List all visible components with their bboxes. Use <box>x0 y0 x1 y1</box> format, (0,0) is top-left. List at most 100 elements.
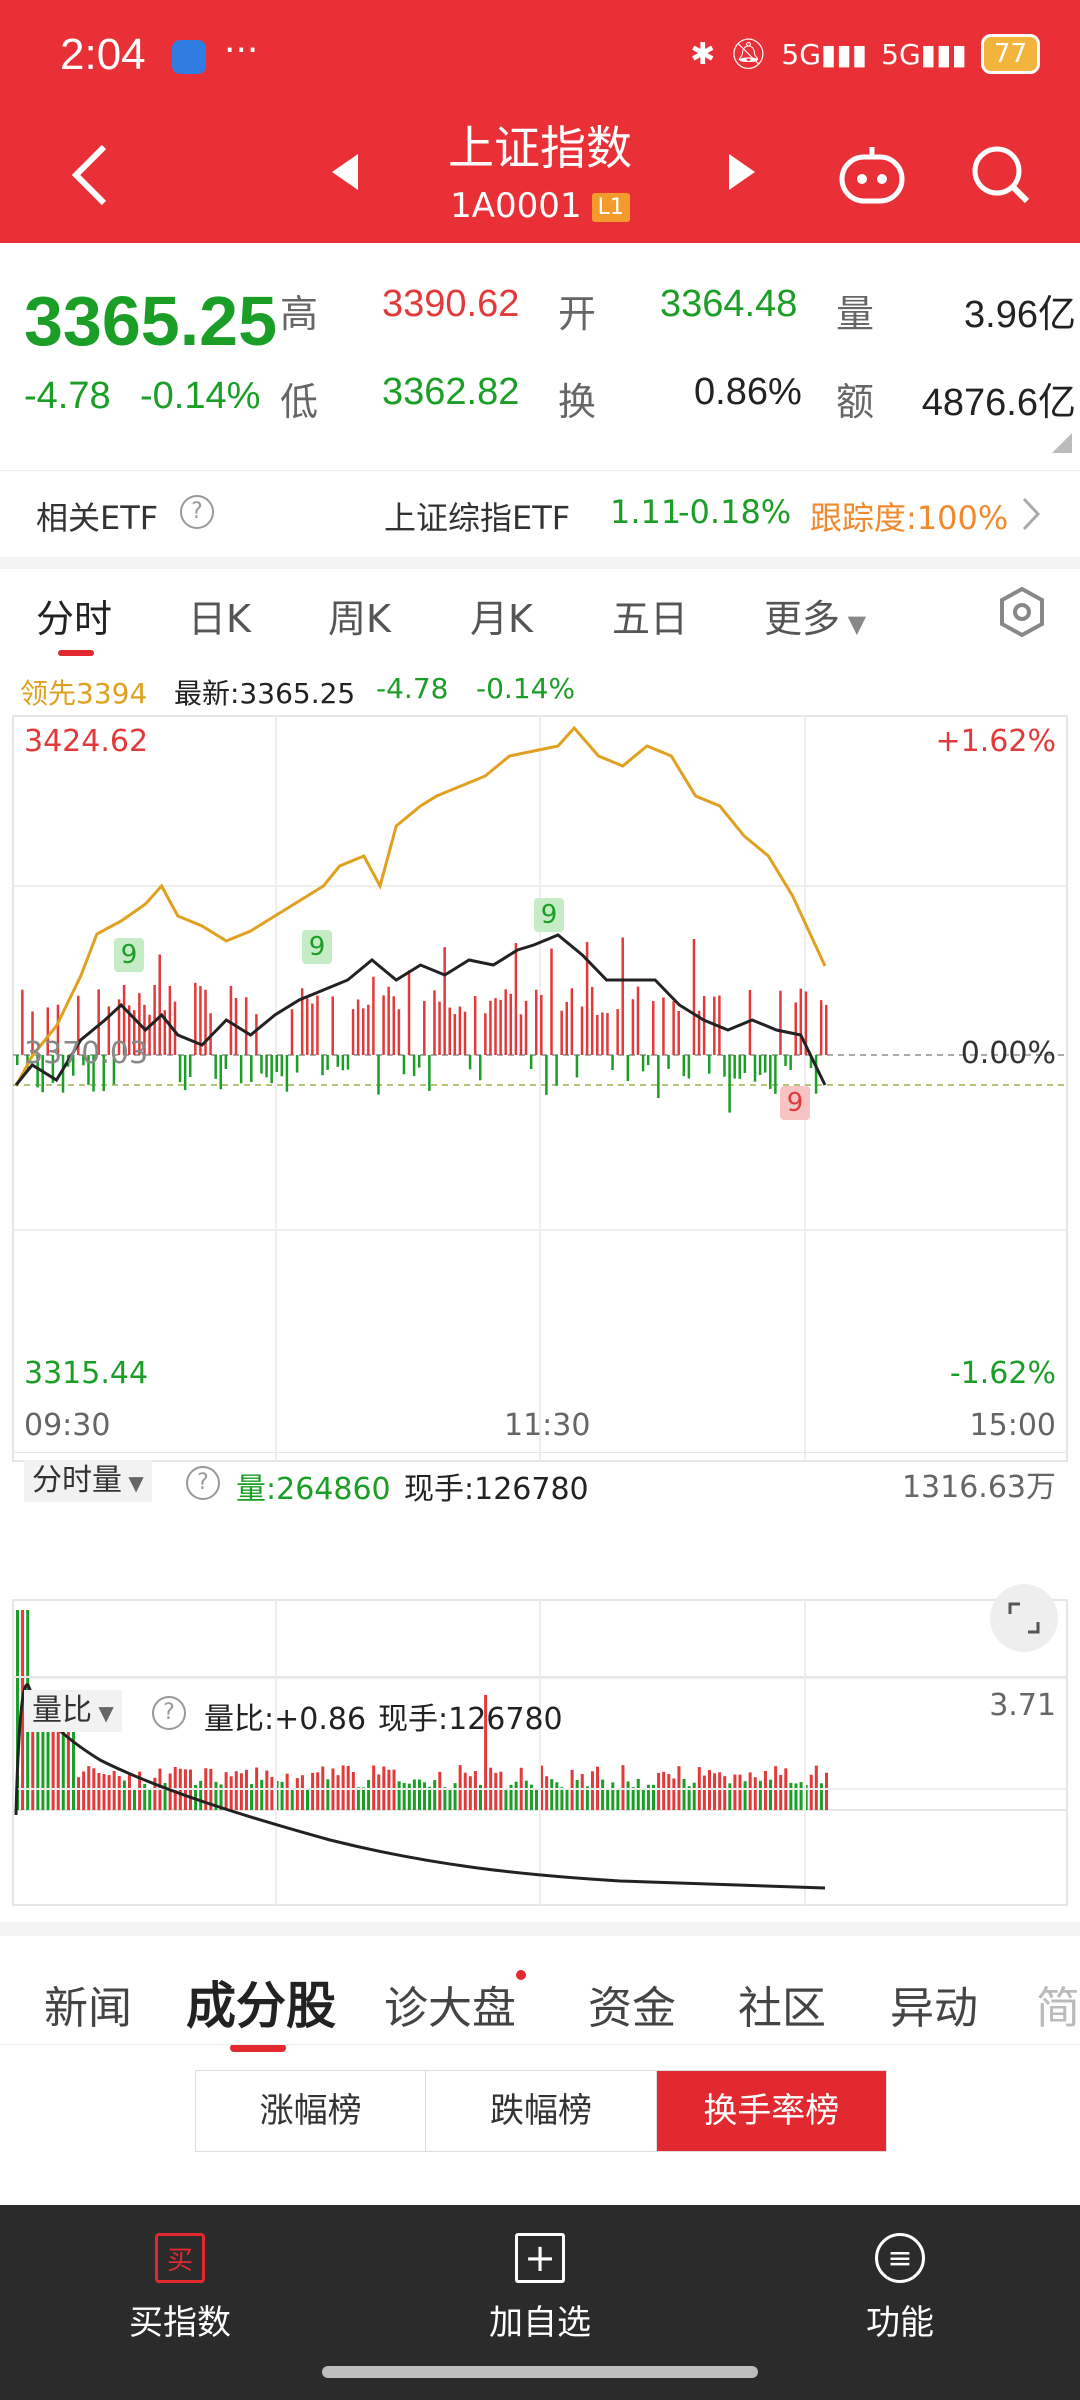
volume-bar-down <box>646 1784 650 1810</box>
ranking-segment-control: 涨幅榜 跌幅榜 换手率榜 <box>195 2070 887 2152</box>
tab-diagnosis[interactable]: 诊大盘 <box>384 1983 516 2034</box>
new-dot-badge <box>516 1970 526 1980</box>
volume-bar-down <box>448 1789 452 1810</box>
volume-bar-up <box>713 1773 717 1810</box>
intraday-bar-down <box>61 1055 65 1093</box>
tab-five-day[interactable]: 五日 <box>612 597 689 641</box>
volume-bar-down <box>356 1787 360 1810</box>
volume-bar-up <box>814 1765 818 1810</box>
intraday-bar-down <box>102 1055 105 1092</box>
volume-bar-down <box>46 1727 50 1810</box>
volume-selector-label: 分时量 <box>32 1463 122 1498</box>
intraday-bar-up <box>46 1007 50 1055</box>
high-label: 高 <box>280 294 319 336</box>
high-value: 3390.62 <box>382 283 520 325</box>
volume-bar-down <box>133 1789 137 1810</box>
search-button[interactable] <box>966 140 1036 210</box>
volume-bar-down <box>479 1784 483 1810</box>
intraday-bar-down <box>728 1055 731 1113</box>
volume-bar-down <box>423 1782 427 1810</box>
volume-bar-down <box>799 1782 803 1810</box>
signal-marker[interactable]: 9 <box>534 898 564 932</box>
nav-functions[interactable]: ≡ 功能 <box>800 2233 1000 2344</box>
caret-down-icon: ▼ <box>122 1471 144 1495</box>
intraday-bar-up <box>77 995 80 1055</box>
intraday-bar-down <box>41 1055 44 1093</box>
ratio-curve <box>14 1683 826 1890</box>
tab-weekly-k[interactable]: 周K <box>328 597 391 641</box>
volume-bar-down <box>361 1787 365 1810</box>
intraday-bar-up <box>438 1001 441 1055</box>
volume-bar-down <box>692 1782 696 1810</box>
active-tab-indicator <box>58 650 94 656</box>
intraday-bar-down <box>219 1055 223 1090</box>
volume-bar-down <box>601 1779 605 1810</box>
volume-bar-down <box>769 1779 773 1810</box>
tab-community[interactable]: 社区 <box>738 1983 826 2034</box>
volume-selector[interactable]: 分时量 ▼ <box>24 1460 152 1502</box>
expand-corner-icon[interactable] <box>1052 433 1072 453</box>
legend-pct: -0.14% <box>476 672 576 705</box>
pct-axis-bottom: -1.62% <box>949 1356 1056 1391</box>
ratio-hand: 现手:126780 <box>378 1702 563 1737</box>
intraday-bar-down <box>224 1055 228 1069</box>
tab-monthly-k[interactable]: 月K <box>470 597 533 641</box>
nav-add-watchlist[interactable]: + 加自选 <box>440 2233 640 2344</box>
ratio-selector[interactable]: 量比 ▼ <box>24 1690 122 1732</box>
tab-constituents[interactable]: 成分股 <box>186 1977 336 2035</box>
intraday-bar-up <box>56 1004 60 1055</box>
intraday-bar-up <box>229 985 233 1055</box>
signal-marker[interactable]: 9 <box>302 930 332 964</box>
volume-bar-down <box>143 1783 147 1810</box>
segment-gainers[interactable]: 涨幅榜 <box>196 2071 427 2151</box>
volume-bar-up <box>733 1774 737 1810</box>
tab-funds[interactable]: 资金 <box>588 1983 676 2034</box>
intraday-bar-up <box>372 976 375 1055</box>
signal-marker[interactable]: 9 <box>114 938 144 972</box>
help-icon[interactable]: ? <box>152 1696 186 1730</box>
time-end: 15:00 <box>969 1408 1056 1443</box>
intraday-bar-up <box>565 1001 569 1055</box>
tab-news[interactable]: 新闻 <box>44 1983 132 2034</box>
volume-bar-down <box>41 1719 45 1810</box>
tab-more[interactable]: 更多 ▼ <box>764 588 866 643</box>
intraday-chart[interactable]: 领先3394 最新:3365.25 -4.78 -0.14% <box>0 660 1080 1920</box>
segment-losers[interactable]: 跌幅榜 <box>426 2071 657 2151</box>
legend-latest: 最新:3365.25 <box>174 677 356 710</box>
intraday-bar-up <box>509 993 513 1055</box>
help-icon[interactable]: ? <box>186 1466 220 1500</box>
chart-tabs: 分时 日K 周K 月K 五日 更多 ▼ <box>0 568 1080 660</box>
next-stock-button[interactable] <box>722 152 762 192</box>
volume-bar-down <box>250 1784 254 1810</box>
help-icon[interactable]: ? <box>180 495 214 529</box>
intraday-bar-up <box>799 988 803 1055</box>
home-indicator[interactable] <box>322 2366 758 2378</box>
signal-marker-down[interactable]: 9 <box>780 1086 810 1120</box>
plus-square-icon: + <box>515 2233 565 2283</box>
settings-hexagon-icon[interactable] <box>996 586 1048 638</box>
prev-stock-button[interactable] <box>325 152 365 192</box>
tab-daily-k[interactable]: 日K <box>188 597 251 641</box>
fullscreen-button[interactable] <box>990 1584 1058 1652</box>
robot-assistant-button[interactable] <box>832 140 912 210</box>
volume-bar-down <box>789 1782 793 1810</box>
intraday-bar-down <box>529 1055 533 1070</box>
volume-bar-up <box>336 1775 340 1810</box>
segment-turnover[interactable]: 换手率榜 <box>656 2071 886 2151</box>
related-etf-row[interactable]: 相关ETF ? 上证综指ETF 1.11 -0.18% 跟踪度:100% <box>0 470 1080 569</box>
volume-bar-up <box>153 1777 157 1810</box>
intraday-bar-down <box>657 1055 660 1099</box>
intraday-bar-up <box>117 999 121 1055</box>
intraday-bar-up <box>804 991 808 1055</box>
volume-bar-up <box>66 1708 70 1810</box>
tab-anomaly[interactable]: 异动 <box>890 1983 978 2034</box>
tab-brief[interactable]: 简 <box>1036 1983 1080 2034</box>
intraday-bar-down <box>641 1055 645 1072</box>
triangle-right-icon <box>729 154 755 190</box>
tab-intraday[interactable]: 分时 <box>36 597 113 641</box>
back-button[interactable] <box>60 140 120 210</box>
volume-bar-up <box>662 1771 666 1810</box>
volume-bar-up <box>763 1770 767 1810</box>
intraday-bar-up <box>560 1010 563 1055</box>
nav-buy-index[interactable]: 买 买指数 <box>80 2233 280 2344</box>
